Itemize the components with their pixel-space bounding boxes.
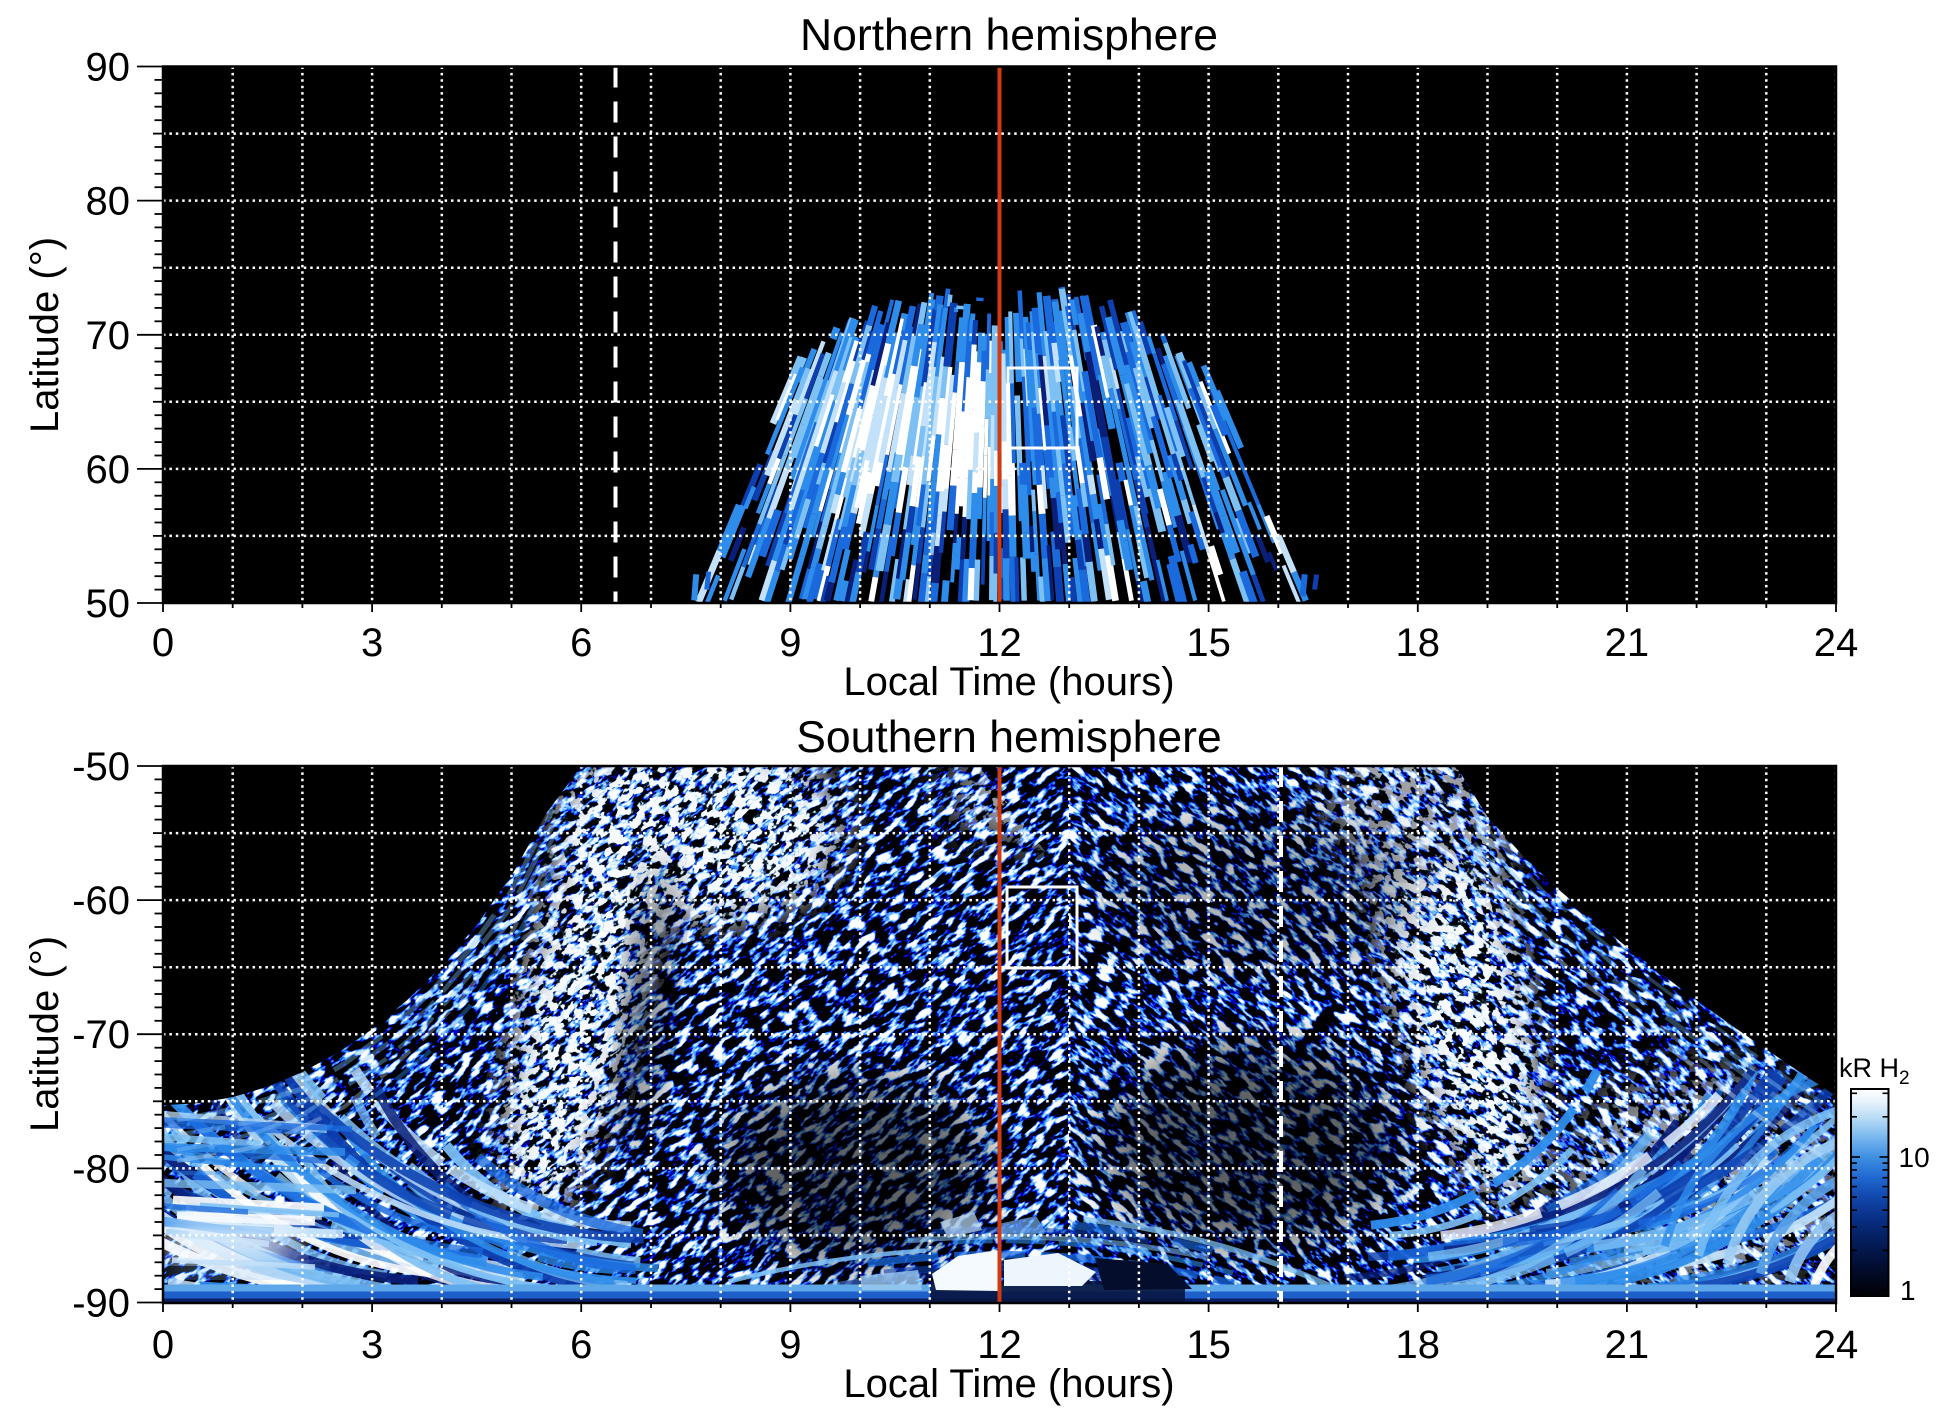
svg-text:60: 60 (86, 448, 131, 492)
svg-text:24: 24 (1814, 621, 1859, 665)
svg-text:9: 9 (779, 1323, 801, 1367)
svg-text:3: 3 (361, 1323, 383, 1367)
svg-text:Northern hemisphere: Northern hemisphere (800, 11, 1218, 60)
svg-text:Southern hemisphere: Southern hemisphere (796, 713, 1222, 762)
svg-text:9: 9 (779, 621, 801, 665)
svg-text:Local Time (hours): Local Time (hours) (843, 1362, 1174, 1406)
svg-text:1: 1 (1900, 1275, 1916, 1306)
svg-text:-80: -80 (72, 1147, 130, 1191)
svg-text:24: 24 (1814, 1323, 1859, 1367)
svg-text:18: 18 (1396, 1323, 1441, 1367)
svg-text:3: 3 (361, 621, 383, 665)
svg-text:12: 12 (977, 1323, 1022, 1367)
svg-text:70: 70 (86, 314, 131, 358)
svg-text:18: 18 (1396, 621, 1441, 665)
svg-text:6: 6 (570, 621, 592, 665)
svg-text:-50: -50 (72, 745, 130, 789)
svg-text:21: 21 (1605, 621, 1650, 665)
svg-text:90: 90 (86, 46, 131, 90)
svg-text:6: 6 (570, 1323, 592, 1367)
svg-text:-90: -90 (72, 1282, 130, 1326)
svg-text:21: 21 (1605, 1323, 1650, 1367)
svg-text:10: 10 (1899, 1142, 1930, 1173)
svg-text:80: 80 (86, 180, 131, 224)
svg-text:15: 15 (1186, 1323, 1231, 1367)
svg-text:0: 0 (152, 621, 174, 665)
svg-text:0: 0 (152, 1323, 174, 1367)
svg-text:-60: -60 (72, 879, 130, 923)
svg-text:Local Time (hours): Local Time (hours) (843, 660, 1174, 704)
svg-text:Latitude (°): Latitude (°) (23, 936, 67, 1132)
svg-text:12: 12 (977, 621, 1022, 665)
svg-text:50: 50 (86, 582, 131, 626)
svg-text:-70: -70 (72, 1013, 130, 1057)
svg-text:Latitude (°): Latitude (°) (23, 237, 67, 433)
svg-text:15: 15 (1186, 621, 1231, 665)
